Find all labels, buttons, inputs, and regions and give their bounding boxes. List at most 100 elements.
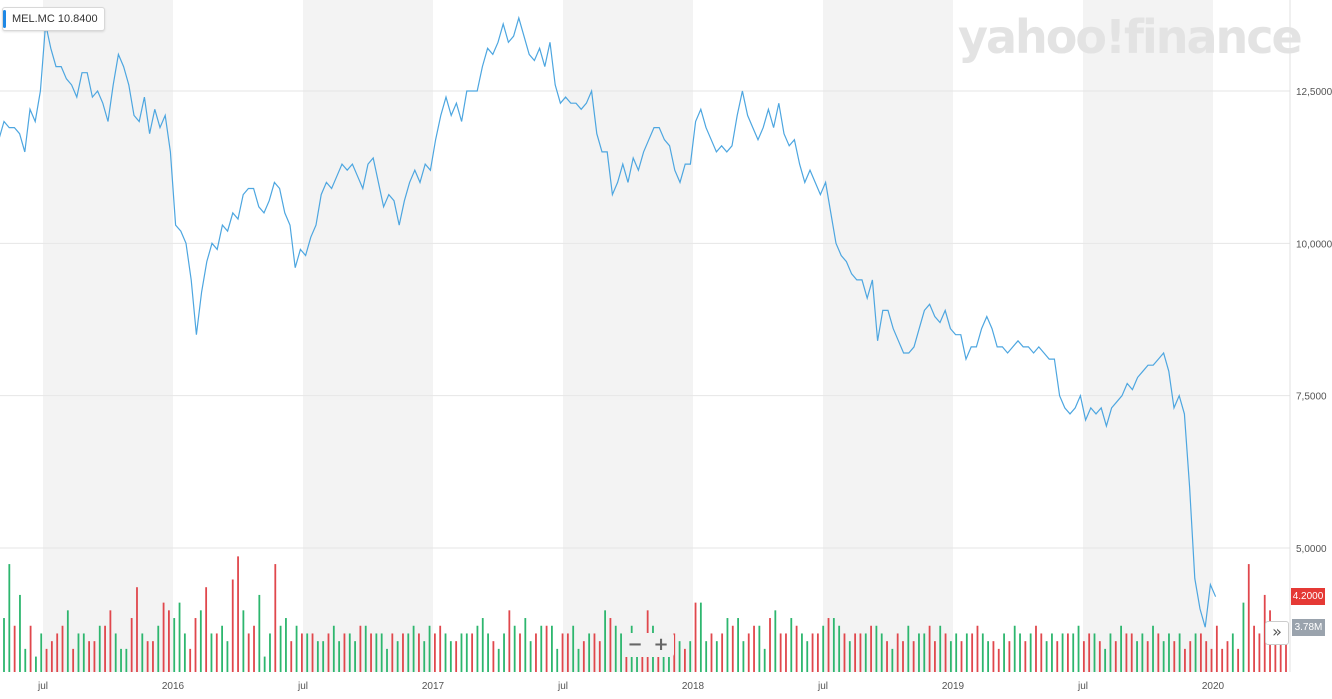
volume-bar [231, 579, 234, 672]
volume-bar [279, 625, 282, 672]
volume-bar [1051, 633, 1053, 672]
volume-bar [785, 633, 787, 672]
volume-bar [593, 633, 596, 672]
volume-bar [327, 633, 330, 672]
volume-bar [1019, 633, 1021, 672]
volume-bar [1247, 564, 1250, 672]
volume-bar [832, 618, 835, 672]
volume-bar [386, 648, 388, 672]
volume-bar [960, 641, 963, 672]
volume-bar [162, 602, 165, 672]
y-tick-label: 5,0000 [1296, 544, 1327, 555]
volume-bar [949, 641, 952, 672]
volume-bar [1035, 625, 1037, 672]
volume-bar [455, 641, 458, 672]
shaded-band [823, 0, 953, 672]
volume-bar [1056, 641, 1059, 672]
volume-bar [923, 633, 926, 672]
volume-bar [311, 633, 314, 672]
volume-bar [965, 633, 968, 672]
volume-bar [471, 633, 474, 672]
volume-bar [870, 625, 872, 672]
volume-bar [992, 641, 995, 672]
ticker-last-value: 10.8400 [57, 13, 98, 25]
volume-bar [1146, 641, 1149, 672]
volume-bar [66, 610, 69, 672]
volume-bar [811, 633, 814, 672]
volume-bar [1109, 633, 1112, 672]
volume-bar [444, 633, 447, 672]
volume-bar [300, 633, 303, 672]
zoom-out-button[interactable]: − [627, 634, 643, 655]
volume-bar [82, 633, 85, 672]
volume-bar [449, 641, 452, 672]
volume-bar [508, 610, 511, 672]
current-price-label: 4.2000 [1291, 588, 1325, 605]
volume-bar [1114, 641, 1117, 672]
volume-bar [29, 625, 32, 672]
volume-bar [790, 618, 793, 672]
volume-bar [109, 610, 112, 672]
volume-bar [56, 633, 59, 672]
volume-bar [556, 648, 559, 672]
volume-bar [418, 633, 420, 672]
volume-bar [407, 633, 410, 672]
volume-bar [1045, 641, 1048, 672]
x-tick-label: 2016 [162, 681, 185, 692]
volume-bar [157, 625, 160, 672]
volume-bar [742, 641, 745, 672]
volume-bar [492, 641, 495, 672]
zoom-controls: − + [622, 633, 674, 657]
volume-bar [774, 610, 777, 672]
volume-bar [1168, 633, 1170, 672]
volume-bar [168, 610, 170, 672]
volume-bar [662, 648, 665, 672]
volume-bar [944, 633, 947, 672]
volume-bar [545, 625, 548, 672]
volume-bar [1130, 633, 1133, 672]
volume-bar [439, 625, 442, 672]
volume-bar [843, 633, 846, 672]
volume-bar [566, 633, 569, 672]
volume-bar [460, 633, 463, 672]
volume-bar [1040, 633, 1043, 672]
volume-bar [194, 618, 197, 672]
volume-bar [322, 641, 325, 672]
volume-bar [72, 648, 75, 672]
volume-bar [816, 633, 819, 672]
volume-bar [939, 625, 942, 672]
volume-bar [1088, 633, 1091, 672]
ticker-badge[interactable]: MEL.MC 10.8400 [2, 7, 105, 31]
volume-bar [114, 633, 117, 672]
volume-bar [77, 633, 80, 672]
volume-bar [428, 625, 431, 672]
volume-bar [1077, 625, 1080, 672]
volume-bar [391, 633, 394, 672]
volume-bar [902, 641, 904, 672]
volume-bar [210, 633, 213, 672]
volume-bar [529, 641, 532, 672]
volume-bar [104, 625, 106, 672]
volume-bar [1104, 648, 1107, 672]
zoom-in-button[interactable]: + [653, 634, 669, 655]
volume-bar [146, 641, 149, 672]
volume-bar [1136, 641, 1138, 672]
volume-bar [1067, 633, 1069, 672]
volume-bar [1024, 641, 1027, 672]
volume-bar [524, 618, 527, 672]
volume-bar [189, 648, 192, 672]
volume-bar [726, 618, 729, 672]
volume-bar [215, 633, 218, 672]
volume-bar [263, 656, 266, 672]
volume-bar [24, 648, 27, 672]
volume-bar [295, 625, 298, 672]
volume-bar [1199, 633, 1202, 672]
volume-bar [476, 625, 479, 672]
x-tick-label: jul [817, 681, 828, 692]
volume-bar [779, 633, 782, 672]
volume-bar [976, 625, 979, 672]
volume-bar [1125, 633, 1128, 672]
x-tick-label: 2018 [682, 681, 705, 692]
volume-bar [178, 602, 181, 672]
expand-chevron-icon[interactable]: » [1265, 621, 1289, 645]
